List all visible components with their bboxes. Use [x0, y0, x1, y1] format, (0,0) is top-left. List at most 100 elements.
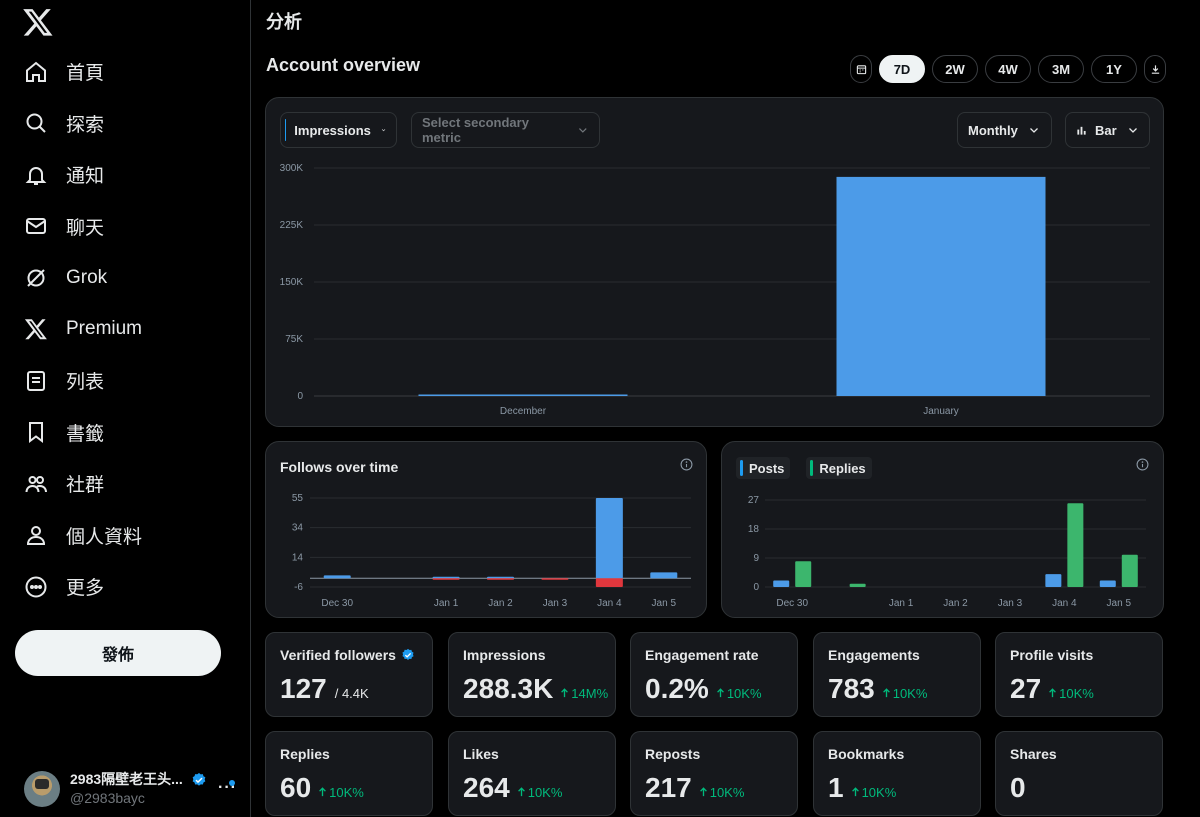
nav-item-home[interactable]: 首頁	[14, 46, 234, 98]
metric-title: Engagements	[828, 647, 920, 663]
metric-title-text: Bookmarks	[828, 746, 905, 762]
date-range-selector: 7D 2W 4W 3M 1Y	[850, 55, 1166, 83]
primary-metric-swatch	[285, 119, 287, 141]
y-tick-label: 300K	[280, 163, 304, 174]
metric-title: Shares	[1010, 746, 1057, 762]
y-tick-label: 55	[292, 493, 304, 504]
nav-item-more[interactable]: 更多	[14, 561, 234, 613]
metric-change: 10K%	[851, 784, 897, 800]
metric-card-shares[interactable]: Shares 0	[995, 731, 1163, 816]
info-icon[interactable]	[680, 458, 693, 471]
range-2w[interactable]: 2W	[932, 55, 978, 83]
metric-title-text: Profile visits	[1010, 647, 1094, 663]
page-title: 分析	[266, 12, 302, 32]
chart-type-dropdown[interactable]: Bar	[1065, 112, 1150, 148]
download-button[interactable]	[1144, 55, 1166, 83]
nav-item-communities[interactable]: 社群	[14, 458, 234, 510]
metric-card-engagement-rate[interactable]: Engagement rate 0.2% 10K%	[630, 632, 798, 717]
metric-value-row: 288.3K 14M%	[463, 673, 608, 705]
arrow-up-icon	[1049, 688, 1057, 698]
nav-item-bookmarks[interactable]: 書籤	[14, 407, 234, 459]
legend-swatch-replies	[810, 460, 814, 476]
nav-label: Premium	[66, 318, 143, 340]
section-title: Account overview	[266, 55, 421, 75]
metric-change: 10K%	[517, 784, 563, 800]
metric-card-engagements[interactable]: Engagements 783 10K%	[813, 632, 981, 717]
nav-item-premium[interactable]: Premium	[14, 304, 234, 356]
metric-value: 0.2%	[645, 673, 709, 704]
info-icon[interactable]	[1136, 458, 1149, 471]
metric-card-profile-visits[interactable]: Profile visits 27 10K%	[995, 632, 1163, 717]
x-tick-label: Jan 5	[652, 598, 677, 609]
calendar-button[interactable]	[850, 55, 872, 83]
impressions-chart-panel: Impressions Select secondary metric Mont…	[265, 97, 1164, 427]
follows-title: Follows over time	[280, 459, 399, 475]
metric-title-text: Engagements	[828, 647, 920, 663]
metric-subvalue: / 4.4K	[334, 686, 369, 701]
x-logo-icon[interactable]	[22, 6, 54, 38]
metric-title-text: Impressions	[463, 647, 546, 663]
nav-item-profile[interactable]: 個人資料	[14, 510, 234, 562]
range-1y[interactable]: 1Y	[1091, 55, 1137, 83]
bar-follows	[432, 576, 460, 579]
metric-change-text: 10K%	[861, 784, 897, 800]
metric-change-text: 10K%	[329, 784, 364, 800]
metric-card-bookmarks[interactable]: Bookmarks 1 10K%	[813, 731, 981, 816]
metric-value-row: 217 10K%	[645, 772, 744, 804]
nav-item-grok[interactable]: Grok	[14, 252, 234, 304]
range-3m[interactable]: 3M	[1038, 55, 1084, 83]
secondary-metric-placeholder: Select secondary metric	[422, 115, 529, 145]
search-icon	[26, 113, 46, 133]
nav-label: 個人資料	[66, 526, 143, 548]
x-tick-label: Jan 2	[488, 598, 513, 609]
account-switcher[interactable]: 2983隔壁老王头... @2983bayc ···	[14, 764, 240, 814]
metric-card-verified-followers[interactable]: Verified followers 127 / 4.4K	[265, 632, 433, 717]
legend-posts[interactable]: Posts	[736, 457, 791, 479]
metric-value: 60	[280, 772, 312, 803]
metric-value-row: 60 10K%	[280, 772, 364, 804]
primary-metric-dropdown[interactable]: Impressions	[280, 112, 397, 148]
range-7d[interactable]: 7D	[879, 55, 925, 83]
more-circle-icon	[25, 576, 47, 598]
x-tick-label: December	[500, 406, 547, 417]
metric-card-impressions[interactable]: Impressions 288.3K 14M%	[448, 632, 616, 717]
bar-unfollows	[487, 578, 514, 580]
range-4w[interactable]: 4W	[985, 55, 1031, 83]
x-tick-label: Jan 4	[1052, 598, 1077, 609]
metric-card-likes[interactable]: Likes 264 10K%	[448, 731, 616, 816]
primary-metric-label: Impressions	[294, 122, 371, 138]
metric-title: Bookmarks	[828, 746, 904, 762]
arrow-up-icon	[319, 787, 327, 797]
metric-value-row: 264 10K%	[463, 772, 562, 804]
metric-title: Likes	[463, 746, 499, 762]
bookmark-icon	[29, 422, 43, 444]
x-tick-label: Dec 30	[321, 598, 353, 609]
metric-card-reposts[interactable]: Reposts 217 10K%	[630, 731, 798, 816]
nav-item-explore[interactable]: 探索	[14, 98, 234, 150]
nav-item-lists[interactable]: 列表	[14, 355, 234, 407]
metric-value: 0	[1010, 772, 1026, 803]
bar-unfollows	[595, 578, 623, 587]
bar-posts	[1045, 574, 1062, 587]
x-tick-label: Jan 5	[1107, 598, 1132, 609]
y-tick-label: 34	[292, 523, 304, 534]
chevron-down-icon	[381, 129, 386, 132]
secondary-metric-dropdown[interactable]: Select secondary metric	[411, 112, 600, 148]
nav-item-messages[interactable]: 聊天	[14, 201, 234, 253]
metric-change-text: 10K%	[527, 784, 563, 800]
interval-dropdown[interactable]: Monthly	[957, 112, 1052, 148]
bar-posts	[773, 580, 790, 587]
bar-unfollows	[541, 578, 569, 580]
sidebar: 首頁 探索 通知 聊天 Grok Premium 列表 書籤	[0, 0, 251, 817]
y-tick-label: 150K	[280, 277, 304, 288]
interval-label: Monthly	[968, 122, 1018, 138]
avatar	[24, 771, 60, 807]
post-button[interactable]: 發佈	[15, 630, 221, 676]
metric-card-replies[interactable]: Replies 60 10K%	[265, 731, 433, 816]
calendar-icon	[856, 64, 866, 74]
nav-item-notifications[interactable]: 通知	[14, 149, 234, 201]
home-icon	[26, 61, 46, 82]
primary-nav: 首頁 探索 通知 聊天 Grok Premium 列表 書籤	[14, 46, 234, 613]
y-tick-label: -6	[294, 582, 303, 593]
legend-replies[interactable]: Replies	[806, 457, 872, 479]
